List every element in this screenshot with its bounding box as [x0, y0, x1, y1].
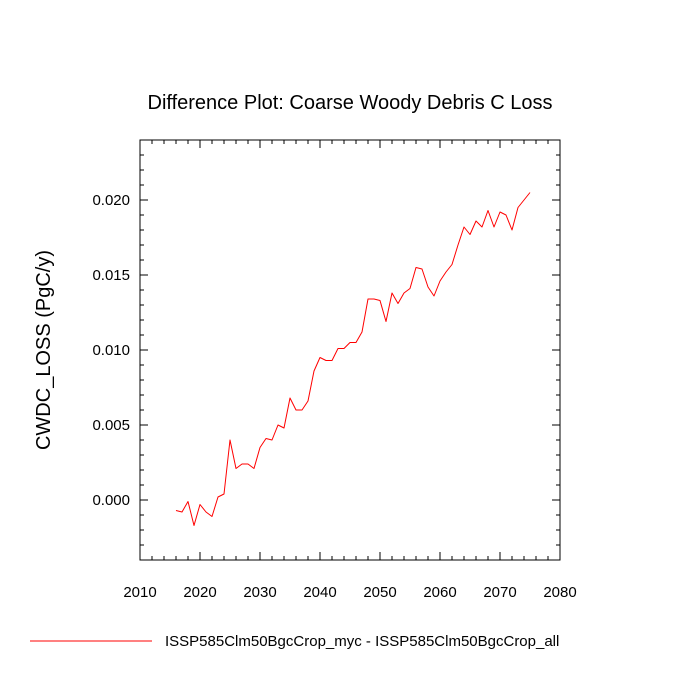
- x-tick-label: 2060: [423, 584, 456, 601]
- x-tick-label: 2080: [543, 584, 576, 601]
- y-axis-ticks: 0.000 0.005 0.010 0.015 0.020: [92, 139, 560, 561]
- series-layer: [175, 192, 531, 526]
- y-tick-label: 0.005: [92, 417, 130, 434]
- y-tick-label: 0.000: [92, 492, 130, 509]
- legend: ISSP585Clm50BgcCrop_myc - ISSP585Clm50Bg…: [30, 633, 559, 650]
- y-axis-label: CWDC_LOSS (PgC/y): [33, 250, 55, 450]
- x-tick-label: 2050: [363, 584, 396, 601]
- chart-title: Difference Plot: Coarse Woody Debris C L…: [148, 92, 553, 114]
- plot-border: [139, 139, 561, 561]
- x-tick-label: 2020: [183, 584, 216, 601]
- x-tick-label: 2070: [483, 584, 516, 601]
- plot-frame: [139, 139, 561, 561]
- x-tick-label: 2030: [243, 584, 276, 601]
- legend-label: ISSP585Clm50BgcCrop_myc - ISSP585Clm50Bg…: [165, 633, 559, 650]
- y-tick-label: 0.020: [92, 192, 130, 209]
- y-tick-label: 0.015: [92, 267, 130, 284]
- x-tick-label: 2010: [123, 584, 156, 601]
- series-line: [175, 192, 531, 526]
- x-tick-label: 2040: [303, 584, 336, 601]
- y-tick-label: 0.010: [92, 342, 130, 359]
- x-axis-ticks: 2010 2020 2030 2040 2050 2060 2070 2080: [123, 140, 577, 601]
